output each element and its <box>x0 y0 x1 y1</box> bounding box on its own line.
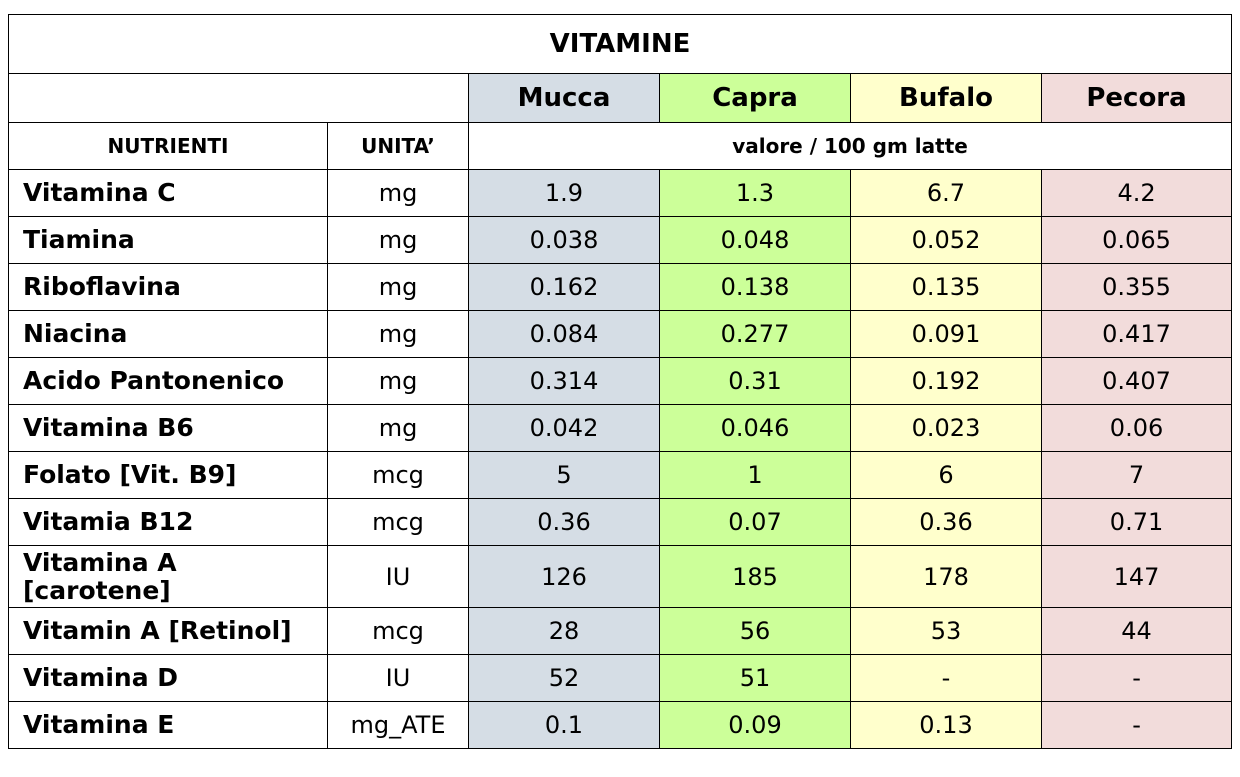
value-cell-capra: 0.07 <box>659 498 851 546</box>
nutrient-name: Vitamina B6 <box>8 404 328 452</box>
column-header-bufalo: Bufalo <box>850 73 1042 123</box>
value-cell-mucca: 0.038 <box>468 216 660 264</box>
table-row: Vitamina B6 mg 0.042 0.046 0.023 0.06 <box>8 404 1233 452</box>
value-cell-bufalo: 178 <box>850 545 1042 608</box>
nutrient-name: Riboflavina <box>8 263 328 311</box>
value-cell-mucca: 0.1 <box>468 701 660 749</box>
value-cell-bufalo: 0.135 <box>850 263 1042 311</box>
table-title: VITAMINE <box>7 14 1233 74</box>
value-cell-mucca: 126 <box>468 545 660 608</box>
value-cell-bufalo: 6.7 <box>850 169 1042 217</box>
value-cell-capra: 0.31 <box>659 357 851 405</box>
unit-cell: mg <box>327 263 469 311</box>
nutrient-name: Vitamina E <box>8 701 328 749</box>
value-cell-pecora: 4.2 <box>1040 169 1233 217</box>
table-row: Vitamina D IU 52 51- - <box>8 654 1233 702</box>
table-row: Niacina mg 0.084 0.277 0.091 0.417 <box>8 310 1233 358</box>
unit-cell: mg <box>327 216 469 264</box>
value-cell-bufalo: 0.052 <box>850 216 1042 264</box>
unit-header: UNITA’ <box>327 122 469 170</box>
value-cell-bufalo: 53 <box>850 607 1042 655</box>
value-cell-capra: 1.3 <box>659 169 851 217</box>
nutrient-name: Folato [Vit. B9] <box>8 451 328 499</box>
unit-cell: mcg <box>327 498 469 546</box>
table-row: Riboflavina mg 0.162 0.138 0.135 0.355 <box>8 263 1233 311</box>
value-cell-bufalo: 0.192 <box>850 357 1042 405</box>
empty-corner-cell <box>8 73 469 123</box>
value-cell-pecora: - <box>1040 654 1233 702</box>
value-cell-bufalo: - <box>850 654 1042 702</box>
nutrient-name: Vitamina D <box>8 654 328 702</box>
value-cell-pecora: 0.065 <box>1040 216 1233 264</box>
value-cell-pecora: 0.355 <box>1040 263 1233 311</box>
value-header: valore / 100 gm latte <box>467 122 1233 170</box>
table-row: Vitamin A [Retinol] mcg 28 56 53 44 <box>8 607 1233 655</box>
value-cell-capra: 1 <box>659 451 851 499</box>
value-cell-pecora: 44 <box>1040 607 1233 655</box>
value-cell-mucca: 28 <box>468 607 660 655</box>
value-cell-capra: 56 <box>659 607 851 655</box>
nutrient-name: Vitamin A [Retinol] <box>8 607 328 655</box>
value-cell-mucca: 0.314 <box>468 357 660 405</box>
value-cell-capra: 51 <box>659 654 851 702</box>
value-cell-capra: 0.277 <box>659 310 851 358</box>
value-cell-mucca: 0.084 <box>468 310 660 358</box>
value-cell-bufalo: 0.023 <box>850 404 1042 452</box>
value-cell-pecora: 0.71 <box>1040 498 1233 546</box>
value-cell-capra: 185 <box>659 545 851 608</box>
table-row: Tiamina mg 0.038 0.048 0.052 0.065 <box>8 216 1233 264</box>
nutrient-name: Acido Pantonenico <box>8 357 328 405</box>
nutrient-name: Niacina <box>8 310 328 358</box>
nutrient-name: Tiamina <box>8 216 328 264</box>
value-cell-mucca: 0.042 <box>468 404 660 452</box>
column-header-mucca: Mucca <box>468 73 660 123</box>
value-cell-pecora: 147 <box>1040 545 1233 608</box>
value-cell-mucca: 0.162 <box>468 263 660 311</box>
vitamin-table: VITAMINE Mucca Capra Bufalo Pecora NUTRI… <box>7 14 1233 749</box>
value-cell-pecora: - <box>1040 701 1233 749</box>
value-cell-bufalo: 0.36 <box>850 498 1042 546</box>
value-cell-capra: 0.09 <box>659 701 851 749</box>
unit-cell: mg_ATE <box>327 701 469 749</box>
nutrient-name: Vitamina C <box>8 169 328 217</box>
value-cell-mucca: 5 <box>468 451 660 499</box>
unit-cell: mcg <box>327 451 469 499</box>
value-cell-capra: 0.046 <box>659 404 851 452</box>
value-cell-bufalo: 6 <box>850 451 1042 499</box>
value-cell-capra: 0.048 <box>659 216 851 264</box>
nutrient-name: Vitamia B12 <box>8 498 328 546</box>
value-cell-pecora: 0.417 <box>1040 310 1233 358</box>
value-cell-bufalo: 0.13 <box>850 701 1042 749</box>
table-row: Vitamina A [carotene] IU 126 185 178 147 <box>8 545 1233 608</box>
unit-cell: mg <box>327 169 469 217</box>
table-row: Acido Pantonenico mg 0.314 0.31 0.192 0.407 <box>8 357 1233 405</box>
unit-cell: mg <box>327 310 469 358</box>
value-cell-mucca: 0.36 <box>468 498 660 546</box>
value-cell-mucca: 1.9 <box>468 169 660 217</box>
value-cell-bufalo: 0.091 <box>850 310 1042 358</box>
table-row: Folato [Vit. B9] mcg 5 1 6 7 <box>8 451 1233 499</box>
unit-cell: mg <box>327 357 469 405</box>
table-row: Vitamia B12 mcg 0.36 0.07 0.36 0.71 <box>8 498 1233 546</box>
nutrient-name: Vitamina A [carotene] <box>8 545 328 608</box>
value-cell-pecora: 7 <box>1040 451 1233 499</box>
value-cell-capra: 0.138 <box>659 263 851 311</box>
value-cell-pecora: 0.407 <box>1040 357 1233 405</box>
nutrients-header: NUTRIENTI <box>8 122 328 170</box>
unit-cell: mcg <box>327 607 469 655</box>
value-cell-mucca: 52 <box>468 654 660 702</box>
column-header-capra: Capra <box>659 73 851 123</box>
column-header-pecora: Pecora <box>1040 73 1233 123</box>
unit-cell: IU <box>327 654 469 702</box>
unit-cell: mg <box>327 404 469 452</box>
value-cell-pecora: 0.06 <box>1040 404 1233 452</box>
unit-cell: IU <box>327 545 469 608</box>
